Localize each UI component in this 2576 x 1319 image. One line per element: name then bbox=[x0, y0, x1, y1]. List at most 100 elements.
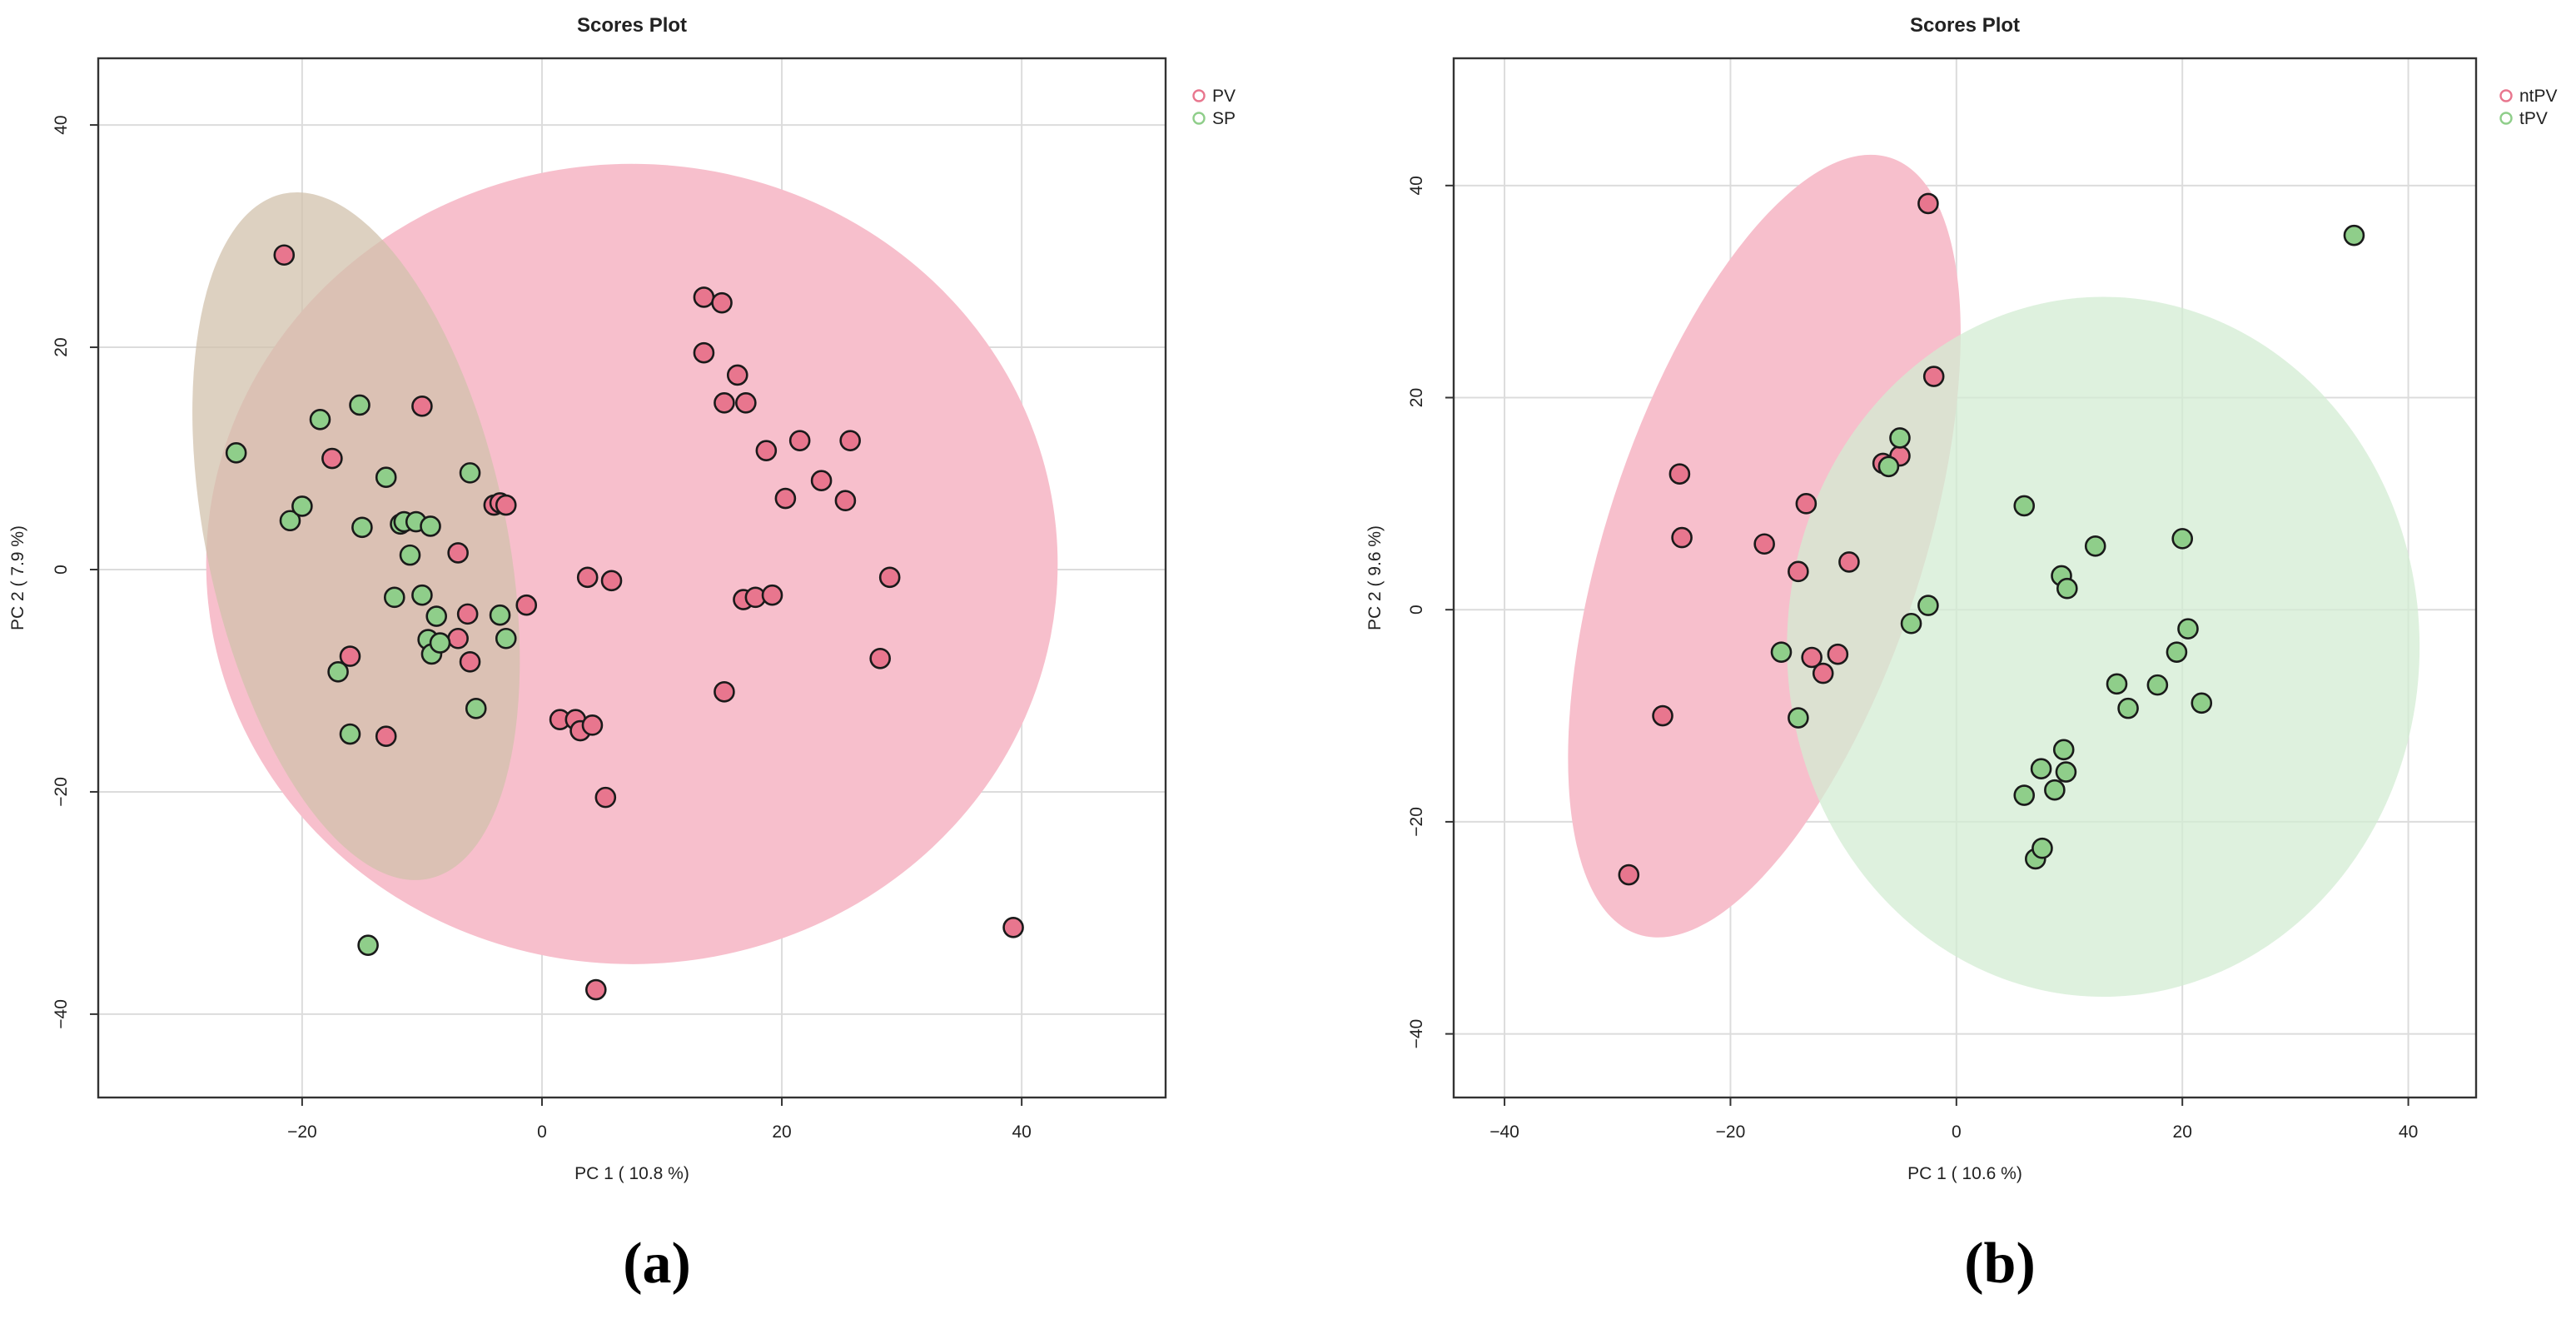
point-sp bbox=[425, 605, 448, 627]
y-tick-label: 40 bbox=[52, 115, 71, 134]
point-pv bbox=[515, 594, 538, 616]
point-sp bbox=[420, 515, 441, 537]
point-pv bbox=[810, 470, 833, 492]
point-pv bbox=[774, 487, 797, 510]
point-tpv bbox=[2044, 779, 2066, 801]
point-pv bbox=[693, 341, 715, 364]
point-sp bbox=[429, 632, 451, 654]
point-pv bbox=[735, 391, 757, 414]
point-tpv bbox=[2084, 535, 2106, 557]
point-tpv bbox=[2191, 692, 2213, 714]
point-pv bbox=[711, 291, 733, 314]
point-pv bbox=[584, 978, 607, 1001]
point-tpv bbox=[2166, 641, 2188, 663]
x-tick-label: −20 bbox=[1716, 1122, 1746, 1142]
point-ntpv bbox=[1753, 533, 1775, 555]
legend-label-tpv: tPV bbox=[2519, 109, 2548, 128]
point-pv bbox=[693, 286, 715, 308]
point-tpv bbox=[2146, 674, 2169, 696]
ellipse-layer bbox=[192, 163, 1058, 964]
point-sp bbox=[495, 627, 517, 650]
point-pv bbox=[459, 650, 481, 673]
x-tick-label: 40 bbox=[1012, 1122, 1031, 1142]
chart-title: Scores Plot bbox=[577, 14, 687, 37]
plot-frame bbox=[97, 57, 1167, 1099]
panel-label: (b) bbox=[1964, 1232, 2036, 1296]
point-pv bbox=[726, 364, 748, 386]
point-ntpv bbox=[1618, 864, 1640, 886]
point-pv bbox=[788, 430, 811, 451]
chart-panel-b: −40 −20 0 20 40 −40 −20 0 20 40 Scores Plot PC 1 ( … bbox=[1365, 14, 2558, 1296]
confidence-ellipse-tpv bbox=[1787, 296, 2420, 998]
point-sp bbox=[465, 698, 487, 719]
point-pv bbox=[761, 584, 783, 606]
point-tpv bbox=[2056, 577, 2078, 600]
y-tick-label: 0 bbox=[52, 565, 71, 575]
point-pv bbox=[839, 430, 861, 451]
point-pv bbox=[834, 490, 857, 512]
point-pv bbox=[375, 725, 397, 748]
point-pv bbox=[594, 786, 617, 809]
point-tpv bbox=[2343, 224, 2365, 246]
x-tick-label: −20 bbox=[287, 1122, 317, 1142]
point-ntpv bbox=[1652, 704, 1673, 727]
point-pv bbox=[447, 627, 469, 650]
point-tpv bbox=[1770, 641, 1793, 663]
point-sp bbox=[279, 510, 301, 532]
plot-frame bbox=[1452, 57, 2478, 1099]
point-sp bbox=[327, 660, 349, 683]
point-tpv bbox=[2117, 697, 2139, 719]
legend-marker-tpv bbox=[2499, 112, 2513, 125]
x-tick-label: 0 bbox=[537, 1122, 547, 1142]
point-tpv bbox=[1877, 455, 1900, 478]
point-sp bbox=[357, 934, 379, 956]
y-axis-label: PC 2 ( 9.6 %) bbox=[1365, 525, 1385, 630]
point-ntpv bbox=[1788, 560, 1809, 583]
point-tpv bbox=[2030, 758, 2052, 780]
point-pv bbox=[339, 645, 361, 667]
legend-label-pv: PV bbox=[1212, 87, 1236, 106]
point-sp bbox=[411, 584, 433, 606]
y-tick-label: 40 bbox=[1407, 176, 1426, 195]
x-tick-label: −40 bbox=[1489, 1122, 1519, 1142]
point-pv bbox=[869, 647, 891, 669]
point-sp bbox=[399, 544, 421, 566]
point-sp bbox=[459, 462, 481, 484]
y-tick-label: −40 bbox=[1407, 1019, 1426, 1049]
point-tpv bbox=[2013, 784, 2036, 806]
point-tpv bbox=[2055, 761, 2077, 783]
point-sp bbox=[339, 723, 361, 745]
confidence-ellipse-sp bbox=[192, 192, 520, 880]
y-tick-label: 20 bbox=[52, 337, 71, 356]
legend-marker-ntpv bbox=[2499, 89, 2513, 102]
y-tick-label: −40 bbox=[52, 999, 71, 1029]
point-tpv bbox=[1889, 427, 1911, 449]
legend-label-ntpv: ntPV bbox=[2519, 87, 2558, 106]
point-ntpv bbox=[1922, 366, 1945, 387]
point-pv bbox=[1002, 916, 1024, 938]
x-tick-label: 20 bbox=[2173, 1122, 2192, 1142]
point-tpv bbox=[2106, 673, 2128, 695]
x-tick-label: 40 bbox=[2399, 1122, 2418, 1142]
point-ntpv bbox=[1917, 192, 1939, 215]
point-pv bbox=[600, 570, 623, 592]
chart-panel-a: −20 0 20 40 −40 −20 0 20 40 Scores Plot PC 1 ( 10.… bbox=[8, 14, 1236, 1296]
y-tick-label: 20 bbox=[1407, 388, 1426, 407]
point-pv bbox=[495, 494, 517, 516]
x-tick-label: 20 bbox=[772, 1122, 791, 1142]
point-pv bbox=[411, 395, 433, 417]
point-tpv bbox=[2013, 495, 2036, 517]
point-sp bbox=[225, 442, 247, 464]
point-tpv bbox=[2171, 528, 2194, 550]
point-ntpv bbox=[1812, 662, 1834, 684]
point-pv bbox=[321, 447, 343, 470]
point-ntpv bbox=[1668, 463, 1691, 485]
y-axis-label: PC 2 ( 7.9 %) bbox=[8, 525, 27, 630]
point-pv bbox=[273, 244, 296, 266]
point-pv bbox=[755, 440, 778, 461]
point-sp bbox=[383, 586, 405, 609]
point-ntpv bbox=[1795, 493, 1818, 515]
point-pv bbox=[576, 566, 599, 589]
point-tpv bbox=[1788, 707, 1809, 729]
